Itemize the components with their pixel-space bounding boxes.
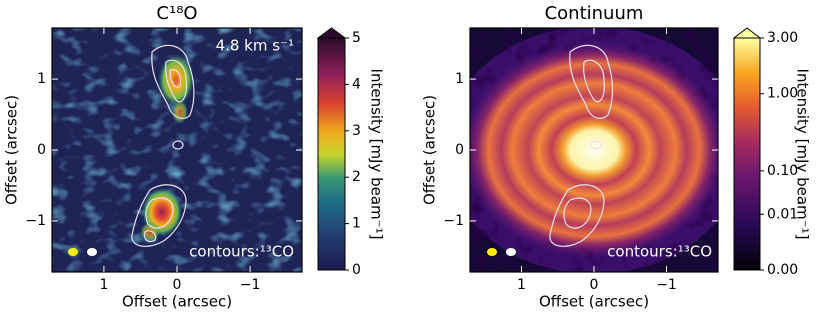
annotation: 4.8 km s⁻¹ (216, 37, 294, 55)
y-tick-label: 0 (455, 142, 464, 158)
panel-title: Continuum (545, 3, 644, 24)
x-axis-label: Offset (arcsec) (122, 293, 232, 311)
panel-title: C¹⁸O (156, 3, 197, 24)
colorbar-label: Intensity [mJy beam⁻¹] (794, 69, 812, 240)
colorbar-frame (733, 37, 761, 271)
colorbar-frame (317, 37, 346, 271)
x-axis-label: Offset (arcsec) (539, 293, 649, 311)
colorbar-tick-label: 1 (352, 216, 361, 232)
x-tick-label: 0 (173, 277, 182, 293)
x-tick-label: 1 (517, 277, 526, 293)
x-tick-label: 0 (590, 277, 599, 293)
continuum-map (470, 28, 718, 272)
annotation: contours:¹³CO (607, 243, 712, 261)
colorbar-tick-label: 4 (352, 76, 361, 92)
colorbar-tick-label: 2 (352, 169, 361, 185)
y-tick-label: 1 (37, 71, 46, 87)
colorbar-tick-label: 3 (352, 123, 361, 139)
colorbar-tick-label: 1.00 (767, 86, 798, 102)
x-tick-label: −1 (656, 277, 677, 293)
y-tick-label: −1 (443, 213, 464, 229)
y-tick-label: −1 (25, 213, 46, 229)
y-axis-label: Offset (arcsec) (3, 95, 21, 205)
colorbar (734, 38, 760, 270)
x-tick-label: 1 (99, 277, 108, 293)
colorbar (318, 38, 345, 270)
colorbar-tick-label: 0.01 (767, 206, 798, 222)
colorbar-tick-label: 5 (352, 30, 361, 46)
colorbar-tick-label: 0.00 (767, 262, 798, 278)
colorbar-extend (732, 27, 762, 39)
y-tick-label: 0 (37, 142, 46, 158)
annotation: contours:¹³CO (189, 243, 294, 261)
x-tick-label: −1 (240, 277, 261, 293)
colorbar-label: Intensity [mJy beam⁻¹] (368, 69, 386, 240)
c18o-map (52, 28, 302, 272)
colorbar-tick-label: 3.00 (767, 30, 798, 46)
y-axis-label: Offset (arcsec) (421, 95, 439, 205)
colorbar-tick-label: 0.10 (767, 163, 798, 179)
y-tick-label: 1 (455, 71, 464, 87)
colorbar-tick-label: 0 (352, 262, 361, 278)
colorbar-extend (316, 27, 347, 39)
